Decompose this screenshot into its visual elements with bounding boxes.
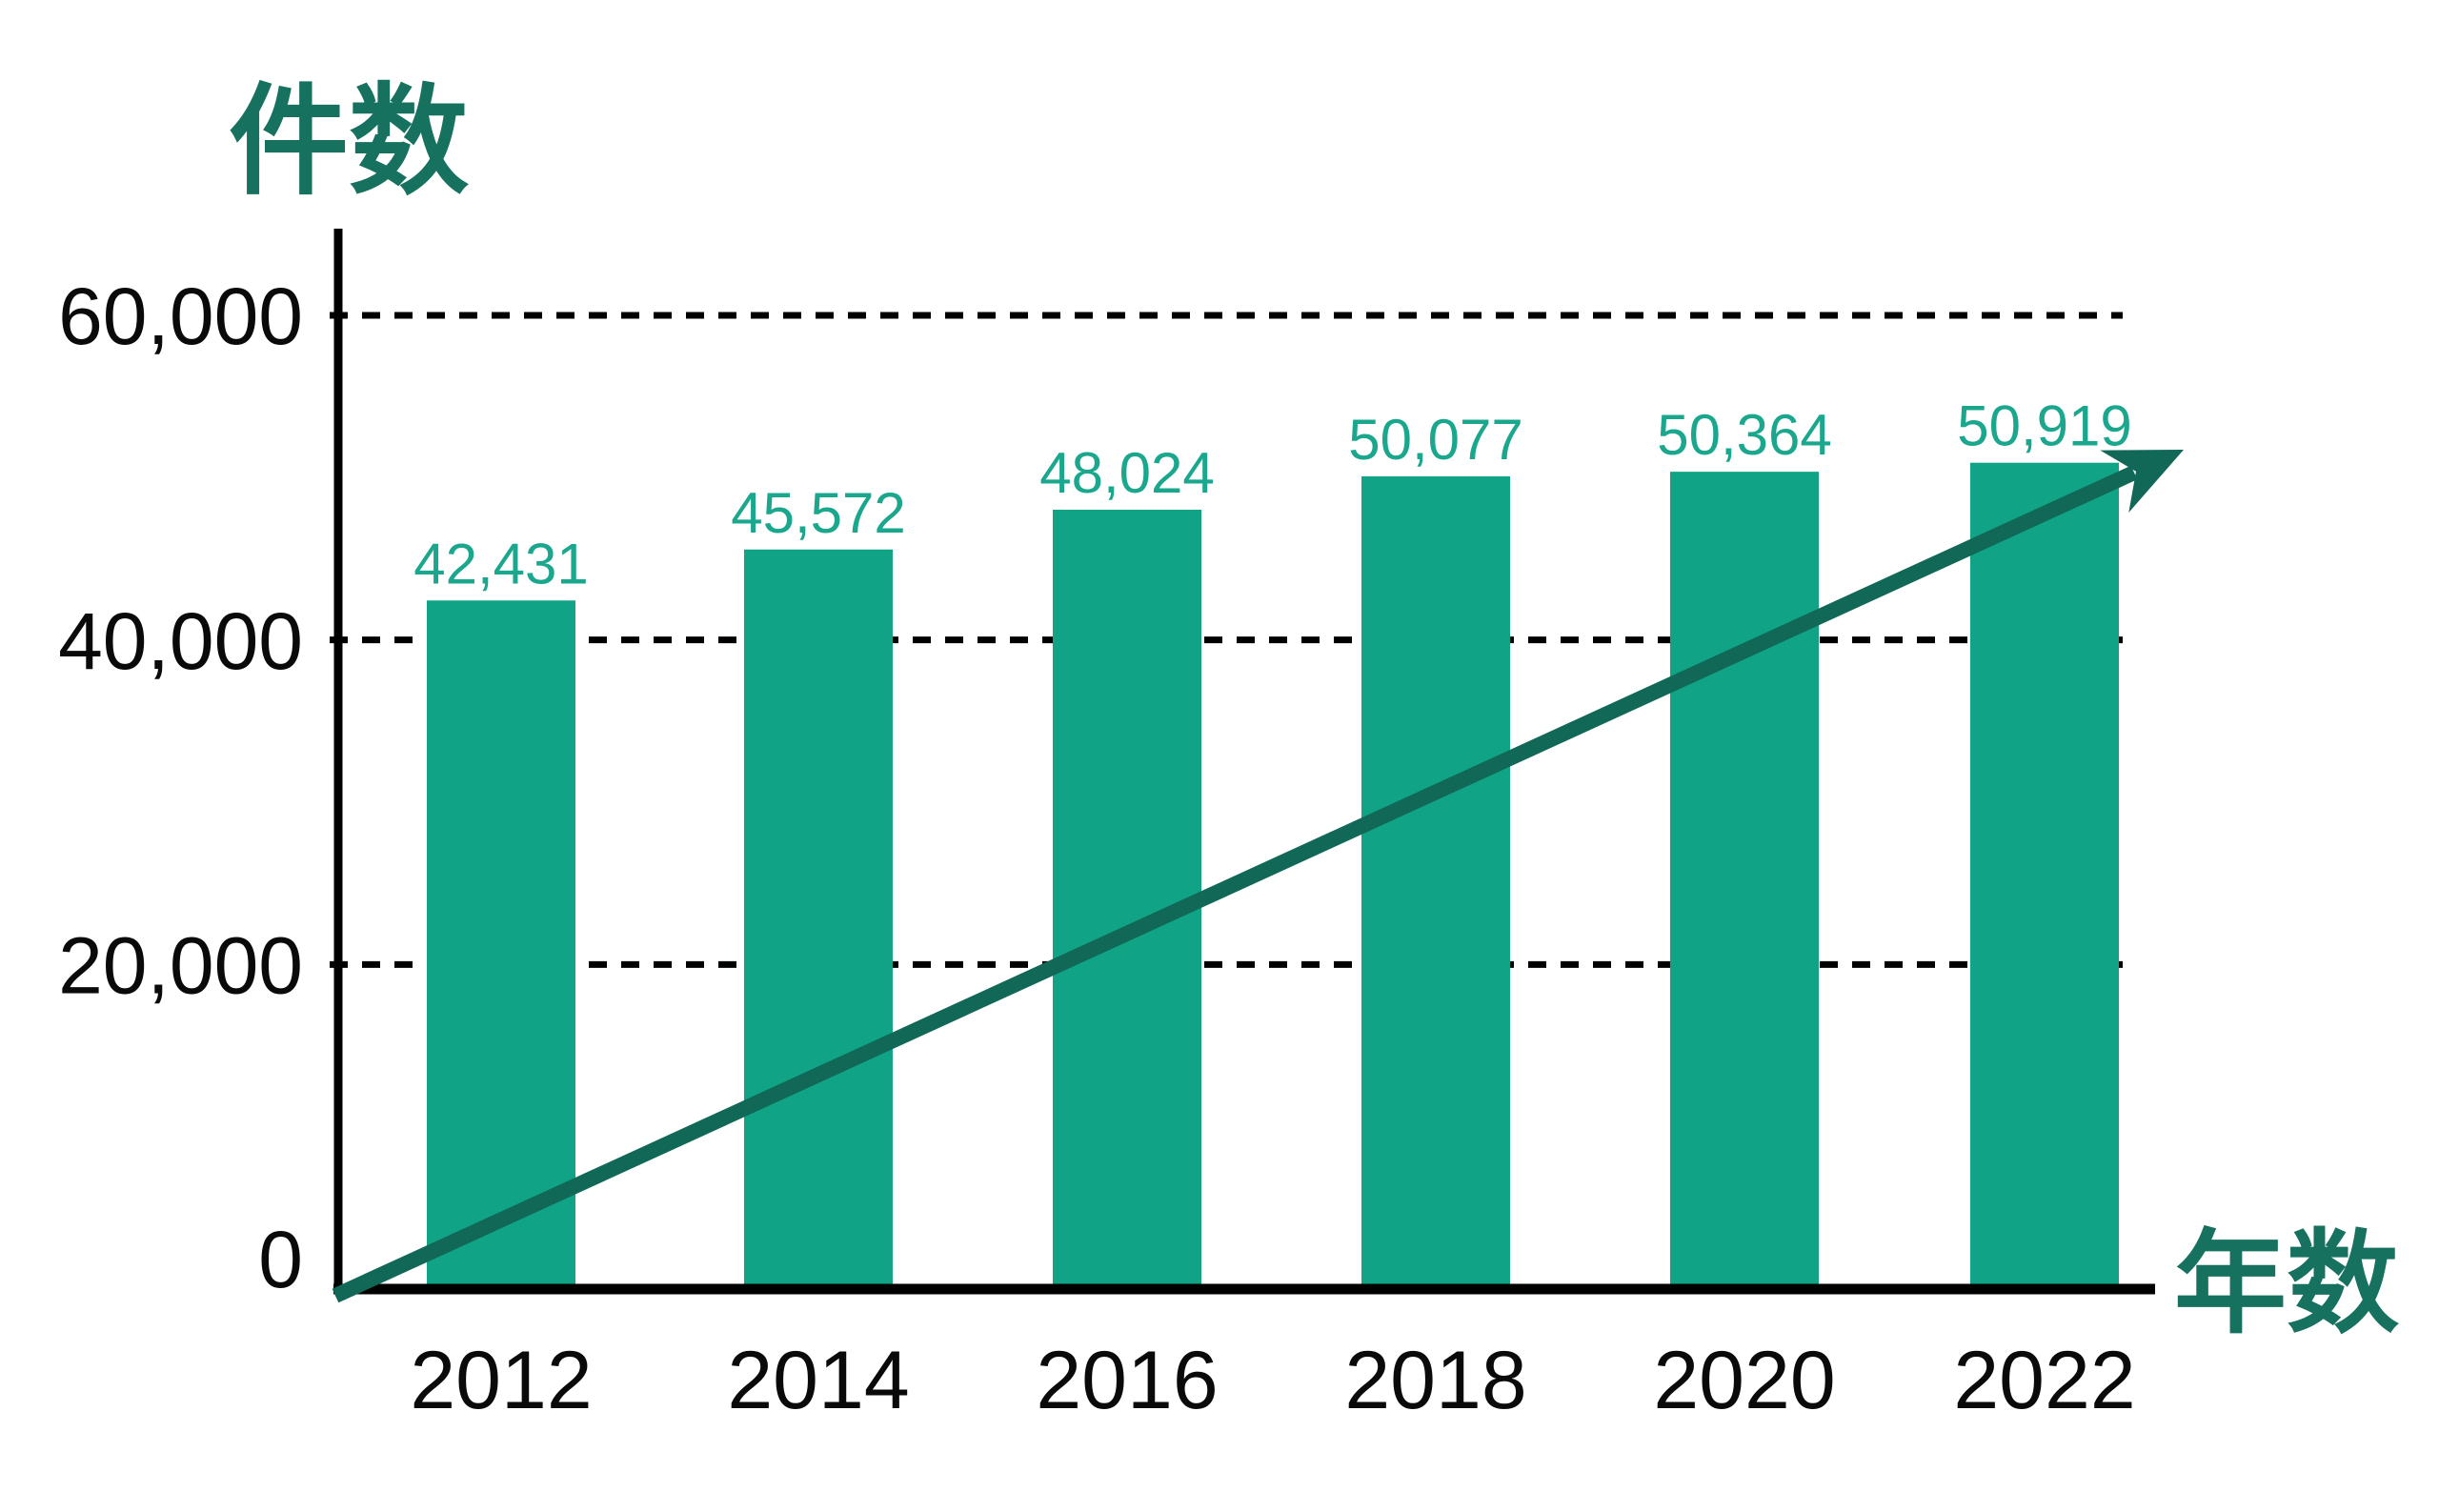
bar-series — [427, 462, 2119, 1290]
x-tick-label-2020: 2020 — [1653, 1335, 1835, 1426]
bar-value-label-2014: 45,572 — [731, 481, 906, 545]
bar-2022 — [1970, 462, 2119, 1289]
y-tick-label-0: 0 — [258, 1215, 303, 1304]
y-tick-label-40000: 40,000 — [58, 596, 303, 686]
bar-2016 — [1053, 509, 1201, 1289]
bar-2018 — [1361, 476, 1510, 1290]
bar-value-label-2016: 48,024 — [1039, 441, 1215, 505]
bar-2020 — [1670, 472, 1819, 1290]
bar-value-label-2018: 50,077 — [1348, 408, 1523, 472]
bar-2014 — [744, 549, 893, 1289]
y-tick-label-20000: 20,000 — [58, 921, 303, 1011]
x-tick-label-2016: 2016 — [1036, 1335, 1218, 1426]
trend-arrow-head — [2100, 450, 2184, 513]
bar-2012 — [427, 600, 575, 1289]
x-axis-tick-labels: 2012 2014 2016 2018 2020 2022 — [410, 1335, 2135, 1426]
y-tick-label-60000: 60,000 — [58, 272, 303, 361]
bar-value-label-2012: 42,431 — [413, 532, 589, 595]
bar-value-labels: 42,431 45,572 48,024 50,077 50,364 50,919 — [413, 394, 2132, 596]
x-axis-title: 年数 — [2174, 1221, 2399, 1347]
x-tick-label-2022: 2022 — [1953, 1335, 2135, 1426]
x-tick-label-2014: 2014 — [727, 1335, 909, 1426]
y-axis-title: 件数 — [229, 74, 469, 209]
trend-arrow-shaft — [332, 465, 2138, 1303]
bar-value-label-2022: 50,919 — [1957, 394, 2132, 458]
bar-value-label-2020: 50,364 — [1657, 403, 1832, 467]
x-tick-label-2018: 2018 — [1344, 1335, 1526, 1426]
trend-arrow-icon — [332, 450, 2184, 1303]
x-tick-label-2012: 2012 — [410, 1335, 592, 1426]
y-axis-tick-labels: 60,000 40,000 20,000 0 — [58, 272, 303, 1304]
gridlines — [330, 312, 2123, 968]
